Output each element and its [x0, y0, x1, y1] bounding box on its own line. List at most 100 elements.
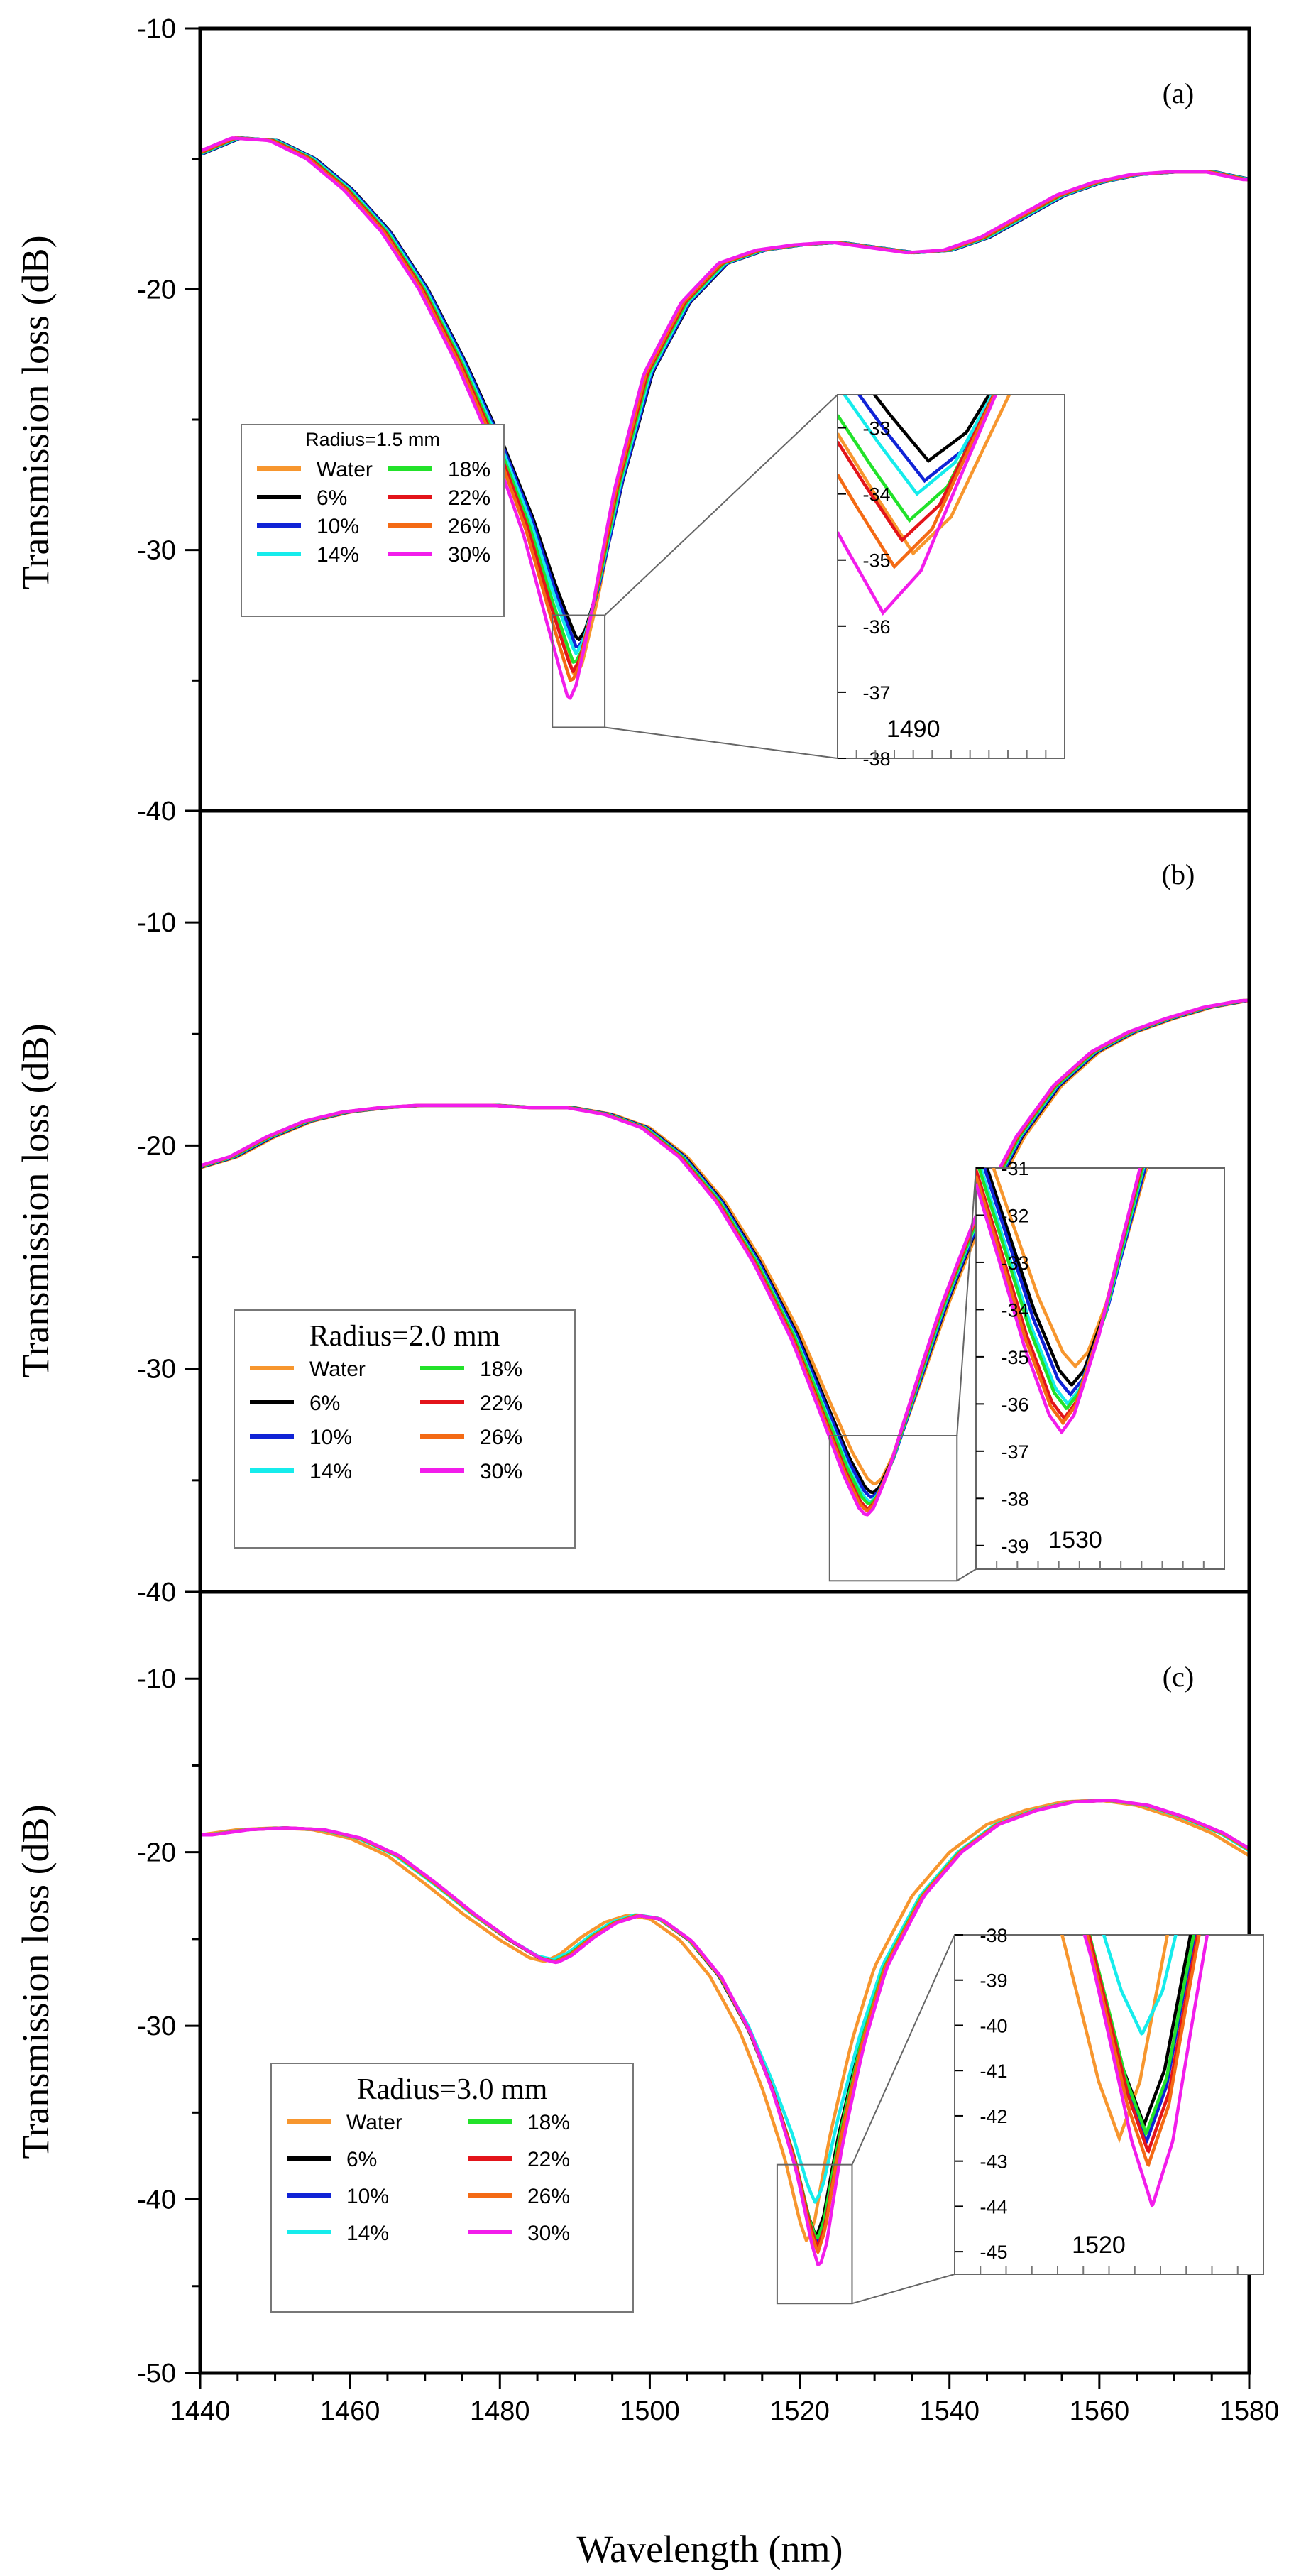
legend-entry-label: 6%	[309, 1392, 340, 1415]
panels: -10 -20 -30 -40 Transmission loss (dB) (a) -33…	[14, 14, 1279, 2426]
inset-y-tick-label: -35	[1001, 1347, 1028, 1368]
legend: Radius=3.0 mm Water 6% 10% 14% 18% 22% 26% 30%	[270, 2063, 634, 2313]
inset-series-line-30pct	[976, 1168, 1142, 1435]
zoom-connector	[956, 1568, 977, 1582]
inset-y-tick-label: -38	[979, 1925, 1007, 1946]
y-tick-label: -50	[137, 2359, 176, 2389]
legend-entry-label: Water	[346, 2111, 402, 2134]
inset-series-lines	[976, 1168, 1148, 1435]
inset-2: -31 -32 -33 -34 -35 -36 -37 -38 -39 1530	[975, 1158, 1225, 1570]
inset-y-tick-label: -34	[862, 484, 890, 506]
inset-y-tick-label: -36	[1001, 1394, 1028, 1415]
inset-series-line-14pct	[1102, 1935, 1178, 2036]
inset-series-lines	[838, 395, 1011, 616]
inset-1: -33 -34 -35 -36 -37 -38 1490	[837, 394, 1065, 770]
panel-label: (b)	[1162, 858, 1195, 890]
y-axis-title: Transmission loss (dB)	[14, 235, 57, 589]
inset-y-tick-label: -41	[979, 2061, 1007, 2082]
inset-3: -38 -39 -40 -41 -42 -43 -44 -45 1520	[954, 1925, 1264, 2275]
legend-entry-label: 10%	[317, 515, 359, 538]
zoom-connector	[851, 1934, 955, 2166]
inset-series-line-22pct	[838, 395, 996, 543]
x-tick-label: 1480	[470, 2396, 530, 2426]
y-tick-label: -30	[137, 2012, 176, 2041]
legend-entry-label: 10%	[309, 1426, 352, 1449]
y-axis-title: Transmission loss (dB)	[14, 1023, 57, 1377]
zoom-connector	[604, 394, 838, 616]
x-tick-label: 1580	[1219, 2396, 1280, 2426]
x-tick-label: 1560	[1070, 2396, 1130, 2426]
inset-series-line-30pct	[838, 395, 998, 616]
legend-entry-label: 14%	[346, 2222, 389, 2245]
zoom-box	[776, 2163, 853, 2305]
legend-entry-label: 18%	[527, 2111, 570, 2134]
legend-entry-label: 18%	[480, 1358, 522, 1381]
legend-frame	[270, 2063, 634, 2313]
legend-entry-label: 22%	[527, 2148, 570, 2171]
inset-series-line-30pct	[1082, 1935, 1209, 2208]
legend-title: Radius=3.0 mm	[357, 2073, 548, 2106]
inset-y-tick-label: -34	[1001, 1299, 1028, 1321]
legend-entry-label: 6%	[346, 2148, 377, 2171]
inset-series-line-14pct	[843, 395, 994, 496]
legend-entry-label: 26%	[480, 1426, 522, 1449]
legend-entry-label: 14%	[309, 1460, 352, 1483]
legend: Radius=2.0 mm Water 6% 10% 14% 18% 22% 26% 30%	[234, 1309, 576, 1549]
y-tick-label: -30	[137, 1355, 176, 1385]
inset-series-line-10pct	[857, 395, 997, 484]
inset-x-tick-label: 1490	[887, 716, 940, 743]
inset-y-tick-label: -44	[979, 2196, 1007, 2217]
legend-entry-label: 22%	[480, 1392, 522, 1415]
inset-y-tick-label: -37	[862, 682, 890, 704]
legend-entry-label: Water	[317, 458, 373, 481]
legend-entry-label: 30%	[480, 1460, 522, 1483]
panel-1: -10 -20 -30 -40 Transmission loss (dB) (a) -33…	[14, 14, 1251, 826]
legend-entry-label: 10%	[346, 2185, 389, 2208]
y-tick-label: -40	[137, 1578, 176, 1608]
legend: Radius=1.5 mm Water 6% 10% 14% 18% 22% 26% 30%	[241, 424, 505, 617]
inset-frame	[954, 1934, 1264, 2275]
zoom-connector	[604, 726, 838, 759]
inset-series-line-26pct	[1085, 1935, 1201, 2167]
legend-frame	[234, 1309, 576, 1549]
panel-2: -10 -20 -30 -40 Transmission loss (dB) (b) -31…	[14, 809, 1251, 1608]
inset-series-line-water	[992, 1168, 1148, 1369]
x-tick-label: 1440	[170, 2396, 231, 2426]
inset-y-tick-label: -43	[979, 2151, 1007, 2173]
x-tick-label: 1460	[320, 2396, 380, 2426]
inset-y-tick-label: -31	[1001, 1158, 1028, 1179]
inset-y-tick-label: -33	[1001, 1252, 1028, 1274]
y-tick-label: -20	[137, 1838, 176, 1868]
legend-entry-label: 30%	[527, 2222, 570, 2245]
y-tick-label: -30	[137, 536, 176, 566]
y-tick-label: -10	[137, 14, 176, 44]
inset-series-line-26pct	[838, 395, 997, 569]
legend-title: Radius=2.0 mm	[309, 1320, 500, 1353]
inset-x-tick-label: 1520	[1072, 2232, 1126, 2259]
series-lines	[200, 1799, 1249, 2267]
legend-entry-label: 22%	[448, 486, 490, 510]
legend-entry-label: 26%	[527, 2185, 570, 2208]
inset-y-tick-label: -42	[979, 2106, 1007, 2127]
legend-frame	[241, 424, 505, 617]
series-line-30pct	[200, 136, 1249, 700]
x-axis-title: Wavelength (nm)	[576, 2528, 843, 2570]
inset-frame	[837, 394, 1065, 759]
panel-label: (a)	[1163, 77, 1194, 109]
panel-3: -10 -20 -30 -40 -50 Transmission loss (dB) (c)…	[14, 1590, 1264, 2389]
x-tick-label: 1500	[620, 2396, 680, 2426]
inset-y-tick-label: -33	[862, 418, 890, 440]
legend-entry-label: 30%	[448, 543, 490, 567]
y-tick-label: -40	[137, 797, 176, 826]
y-tick-label: -20	[137, 275, 176, 305]
inset-y-tick-label: -32	[1001, 1205, 1028, 1226]
inset-y-tick-label: -39	[979, 1970, 1007, 1992]
inset-y-tick-label: -35	[862, 550, 890, 572]
zoom-connector	[956, 1167, 977, 1436]
inset-series-lines	[1060, 1935, 1209, 2208]
inset-y-tick-label: -38	[862, 748, 890, 770]
legend-entry-label: 6%	[317, 486, 347, 510]
x-tick-label: 1520	[769, 2396, 830, 2426]
inset-series-line-water	[1060, 1935, 1170, 2144]
